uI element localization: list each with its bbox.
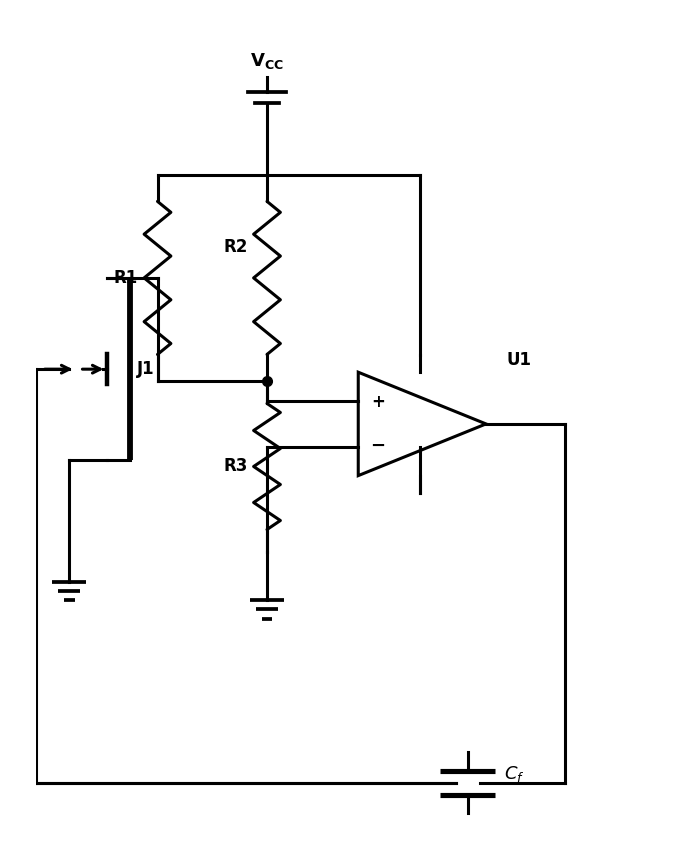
Text: R1: R1 xyxy=(114,269,138,287)
Text: $C_f$: $C_f$ xyxy=(505,764,525,783)
Text: R3: R3 xyxy=(223,458,248,476)
Text: −: − xyxy=(370,437,386,455)
Text: +: + xyxy=(371,393,385,411)
Text: U1: U1 xyxy=(507,351,532,369)
Text: R2: R2 xyxy=(223,238,248,256)
Text: J1: J1 xyxy=(137,360,155,378)
Text: $\mathbf{V_{CC}}$: $\mathbf{V_{CC}}$ xyxy=(250,51,284,71)
